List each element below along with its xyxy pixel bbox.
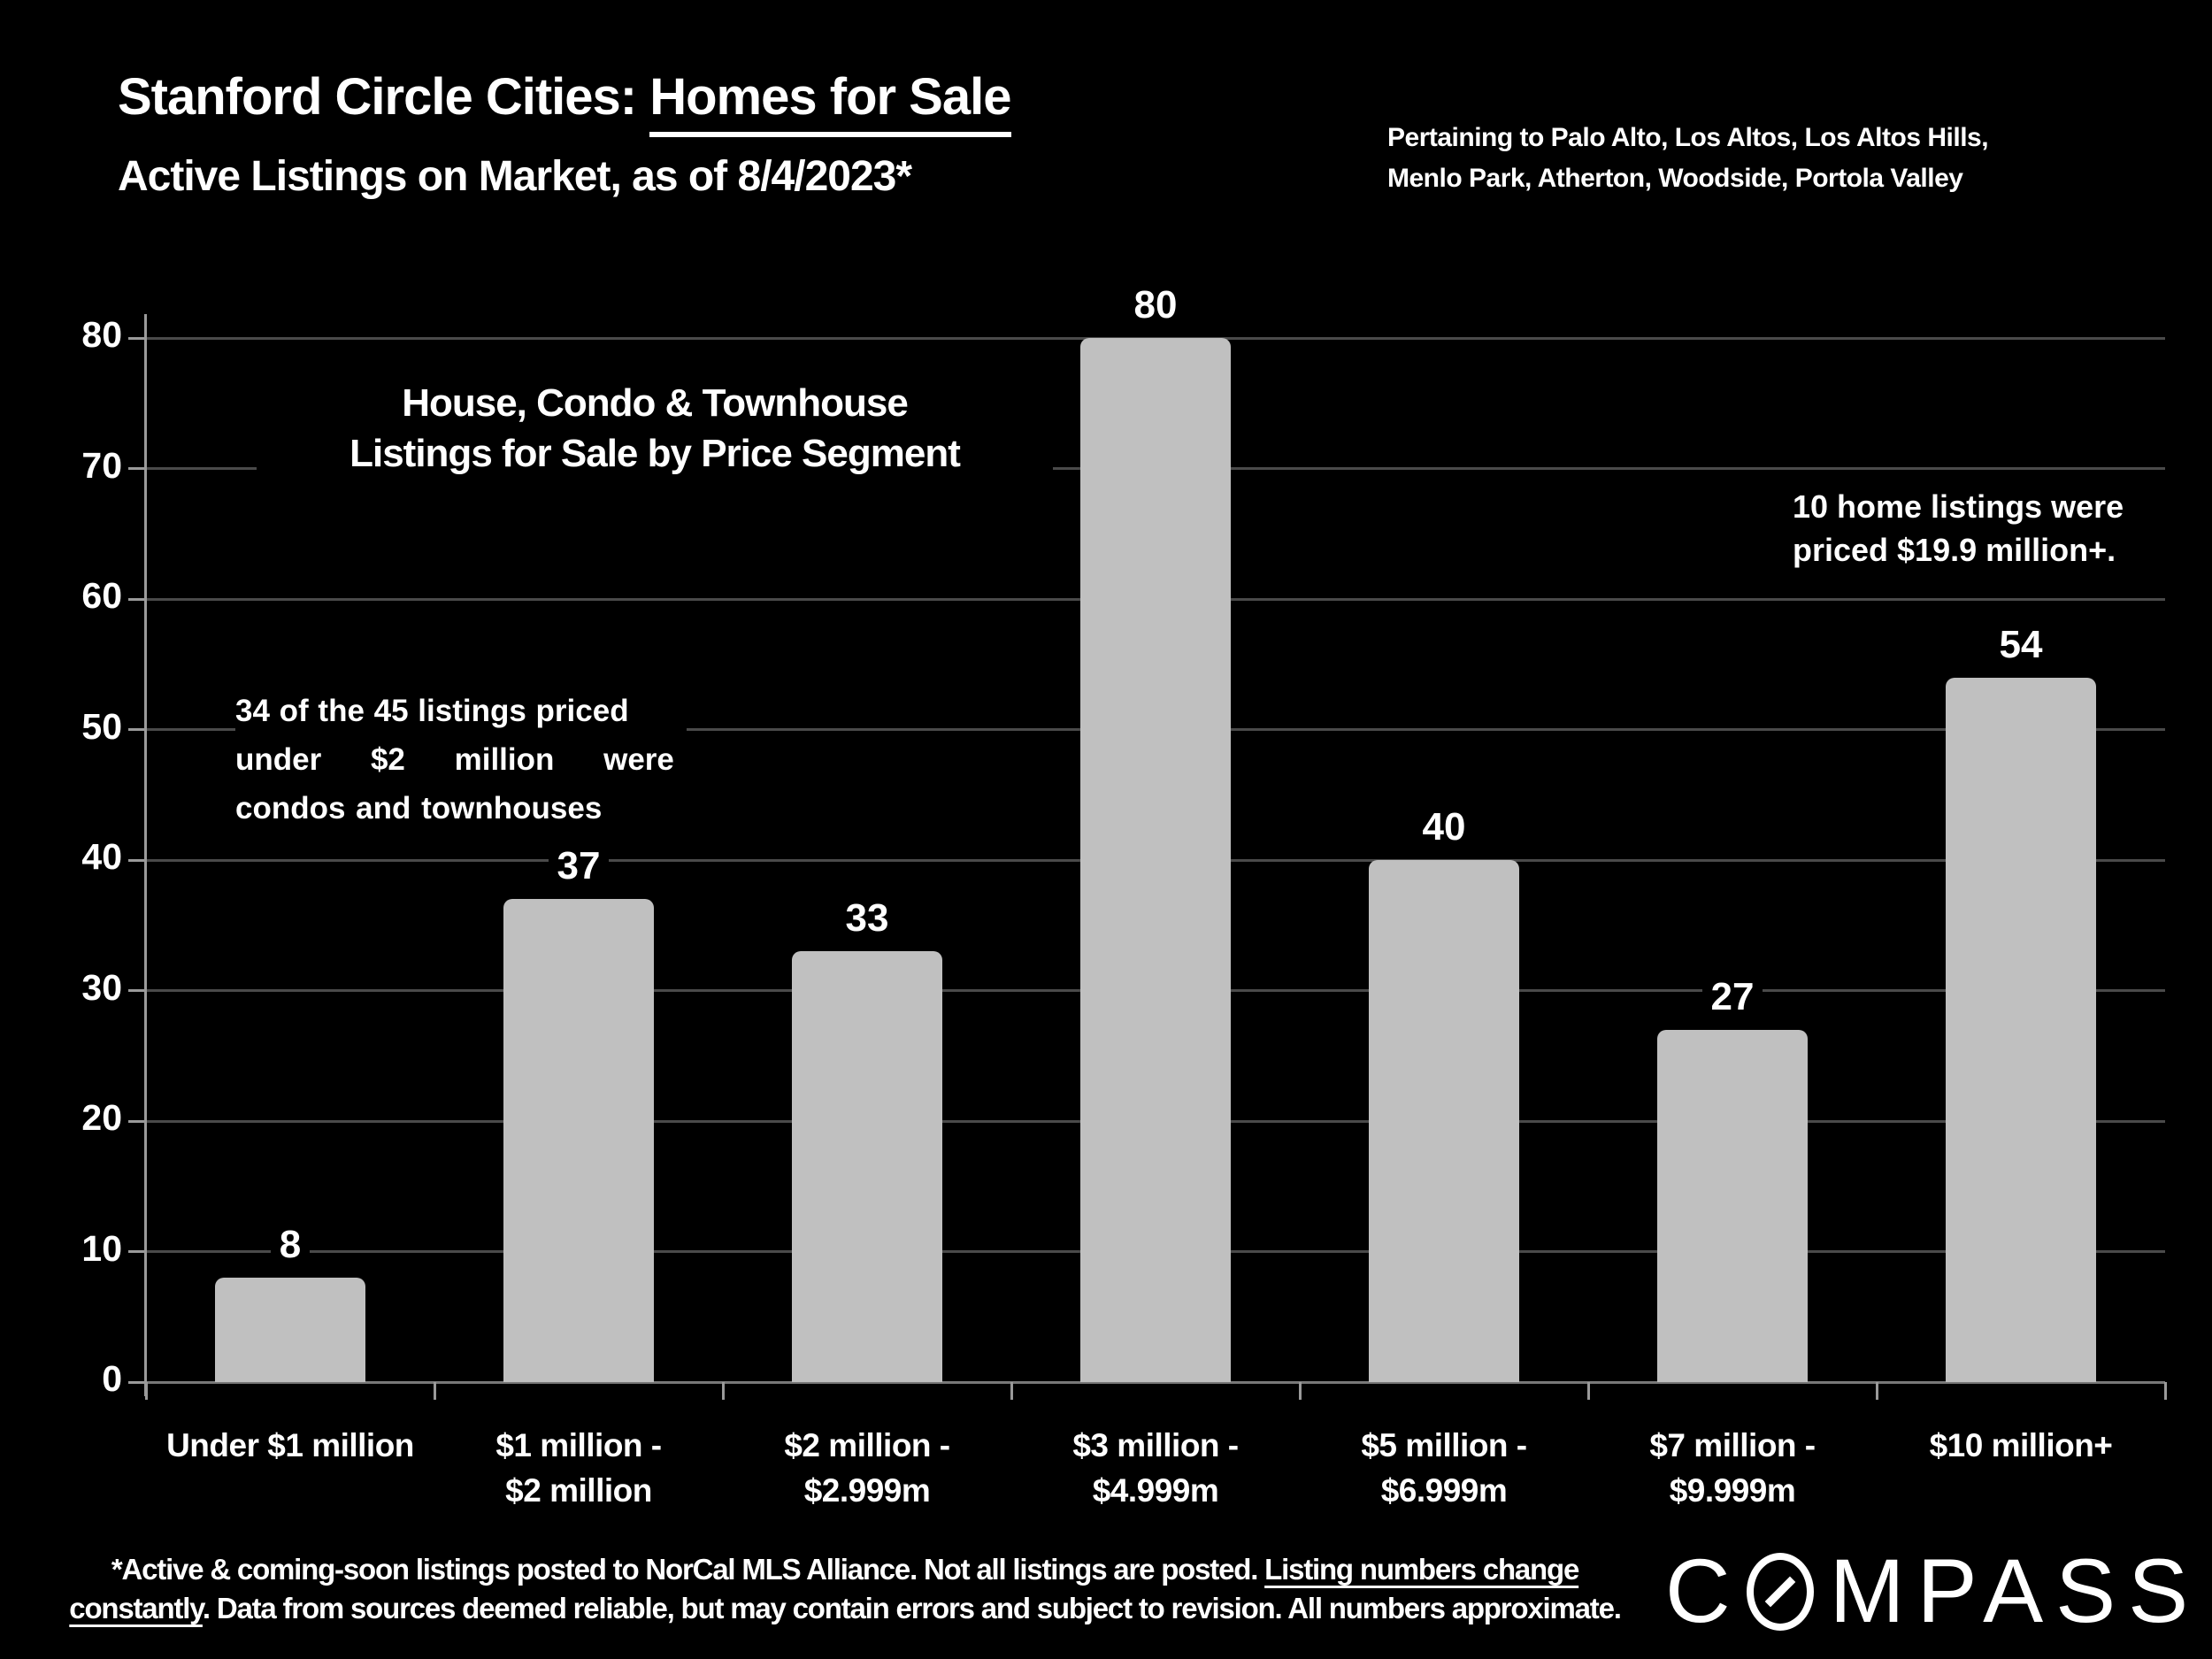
footer-part-1: *Active & coming-soon listings posted to…: [111, 1553, 1265, 1586]
y-axis-tick-40: [128, 858, 146, 862]
bar-5: [1657, 1029, 1808, 1382]
bar-value-wrap-4: 40: [1300, 805, 1588, 851]
x-axis-label-3: $3 million - $4.999m: [994, 1423, 1317, 1513]
bar-3: [1080, 338, 1231, 1382]
y-axis-tick-70: [128, 467, 146, 470]
title-prefix: Stanford Circle Cities:: [118, 68, 650, 126]
x-axis-label-4: $5 million - $6.999m: [1282, 1423, 1606, 1513]
bar-0: [215, 1278, 365, 1382]
footer-part-underlined: Listing numbers change constantly: [69, 1553, 1579, 1624]
x-axis-label-1-line-1: $2 million: [505, 1472, 652, 1509]
x-axis-tick-3: [1010, 1382, 1013, 1400]
y-axis-label-60: 60: [81, 575, 122, 616]
region-note-line-2: Menlo Park, Atherton, Woodside, Portola …: [1387, 164, 1963, 193]
bar-1: [503, 899, 654, 1382]
y-axis-tick-10: [128, 1250, 146, 1253]
x-axis-tick-4: [1298, 1382, 1302, 1400]
bar-4: [1369, 860, 1519, 1382]
bar-value-label-0: 8: [270, 1223, 311, 1267]
compass-logo-mpass: MPASS: [1829, 1540, 2201, 1641]
x-axis-label-3-line-0: $3 million -: [1072, 1427, 1239, 1463]
chart-inner-title: House, Condo & Townhouse Listings for Sa…: [257, 374, 1053, 486]
footer-part-3: . Data from sources deemed reliable, but…: [202, 1592, 1622, 1624]
x-axis-tick-5: [1586, 1382, 1590, 1400]
bar-value-wrap-2: 33: [723, 896, 1011, 942]
x-axis-label-0-line-0: Under $1 million: [166, 1427, 414, 1463]
annotation-10-homes-line-2: priced $19.9 million+.: [1793, 532, 2116, 568]
y-axis-tick-20: [128, 1119, 146, 1123]
y-axis-tick-60: [128, 597, 146, 601]
region-note-line-1: Pertaining to Palo Alto, Los Altos, Los …: [1387, 123, 1989, 152]
x-axis-tick-0: [144, 1382, 148, 1400]
x-axis-tick-7: [2163, 1382, 2167, 1400]
y-axis-tick-0: [128, 1380, 146, 1384]
y-axis-tick-30: [128, 989, 146, 992]
bar-value-label-5: 27: [1701, 974, 1763, 1019]
chart-inner-title-line-1: House, Condo & Townhouse: [402, 381, 909, 425]
x-axis-label-5-line-1: $9.999m: [1669, 1472, 1796, 1509]
x-axis-label-2-line-1: $2.999m: [803, 1472, 931, 1509]
bar-6: [1946, 677, 2096, 1382]
bar-value-wrap-5: 27: [1588, 974, 1877, 1021]
y-axis-label-10: 10: [81, 1227, 122, 1269]
x-axis-label-6: $10 million+: [1859, 1423, 2183, 1468]
bar-value-label-3: 80: [1125, 283, 1187, 327]
page-subtitle: Active Listings on Market, as of 8/4/202…: [118, 153, 912, 200]
y-axis-label-30: 30: [81, 966, 122, 1008]
x-axis-label-4-line-1: $6.999m: [1380, 1472, 1508, 1509]
x-axis-tick-2: [721, 1382, 725, 1400]
footer-disclaimer: *Active & coming-soon listings posted to…: [49, 1550, 1641, 1628]
title-emphasis: Homes for Sale: [649, 68, 1012, 137]
x-axis-label-2: $2 million - $2.999m: [705, 1423, 1029, 1513]
compass-logo-c: C: [1665, 1540, 1743, 1641]
bar-value-wrap-6: 54: [1877, 622, 2165, 669]
annotation-10-homes-line-1: 10 home listings were: [1793, 488, 2124, 525]
bar-value-wrap-0: 8: [146, 1223, 434, 1269]
annotation-10-homes: 10 home listings were priced $19.9 milli…: [1793, 485, 2124, 572]
x-axis-label-2-line-0: $2 million -: [784, 1427, 950, 1463]
y-axis-label-20: 20: [81, 1097, 122, 1138]
annotation-under-2m-line-3: condos and townhouses: [235, 791, 603, 826]
bar-2: [792, 951, 942, 1382]
y-axis-label-50: 50: [81, 705, 122, 747]
x-axis-tick-6: [1875, 1382, 1878, 1400]
annotation-under-2m-line-2: under $2 million were: [235, 742, 674, 777]
annotation-under-2m-line-1: 34 of the 45 listings priced: [235, 694, 629, 728]
bar-value-label-2: 33: [836, 896, 898, 941]
y-axis-label-70: 70: [81, 444, 122, 486]
x-axis-label-0: Under $1 million: [128, 1423, 452, 1468]
y-axis-tick-80: [128, 336, 146, 340]
compass-logo: C MPASS: [1665, 1540, 2200, 1643]
x-axis-label-1-line-0: $1 million -: [495, 1427, 662, 1463]
chart-inner-title-line-2: Listings for Sale by Price Segment: [349, 432, 961, 475]
region-note: Pertaining to Palo Alto, Los Altos, Los …: [1387, 118, 1989, 199]
bar-value-wrap-3: 80: [1011, 283, 1300, 329]
y-axis-label-0: 0: [102, 1358, 122, 1399]
x-axis-tick-1: [433, 1382, 436, 1400]
y-axis-line: [144, 314, 147, 1396]
y-axis-label-40: 40: [81, 836, 122, 877]
annotation-under-2m: 34 of the 45 listings priced under $2 mi…: [235, 687, 687, 833]
bar-value-label-6: 54: [1990, 622, 2052, 667]
compass-needle-icon: [1764, 1576, 1795, 1607]
x-axis-label-5: $7 million - $9.999m: [1571, 1423, 1894, 1513]
bar-value-label-1: 37: [548, 844, 610, 889]
x-axis-label-1: $1 million - $2 million: [417, 1423, 741, 1513]
x-axis-label-6-line-0: $10 million+: [1929, 1427, 2113, 1463]
bar-value-wrap-1: 37: [434, 844, 723, 890]
x-axis-label-5-line-0: $7 million -: [1649, 1427, 1816, 1463]
x-axis-line: [146, 1380, 2165, 1384]
compass-o-icon: [1746, 1552, 1814, 1631]
y-axis-tick-50: [128, 728, 146, 731]
x-axis-label-3-line-1: $4.999m: [1092, 1472, 1219, 1509]
x-axis-label-4-line-0: $5 million -: [1361, 1427, 1527, 1463]
y-axis-label-80: 80: [81, 314, 122, 355]
page-title: Stanford Circle Cities: Homes for Sale: [118, 67, 1012, 137]
bar-value-label-4: 40: [1413, 805, 1475, 849]
